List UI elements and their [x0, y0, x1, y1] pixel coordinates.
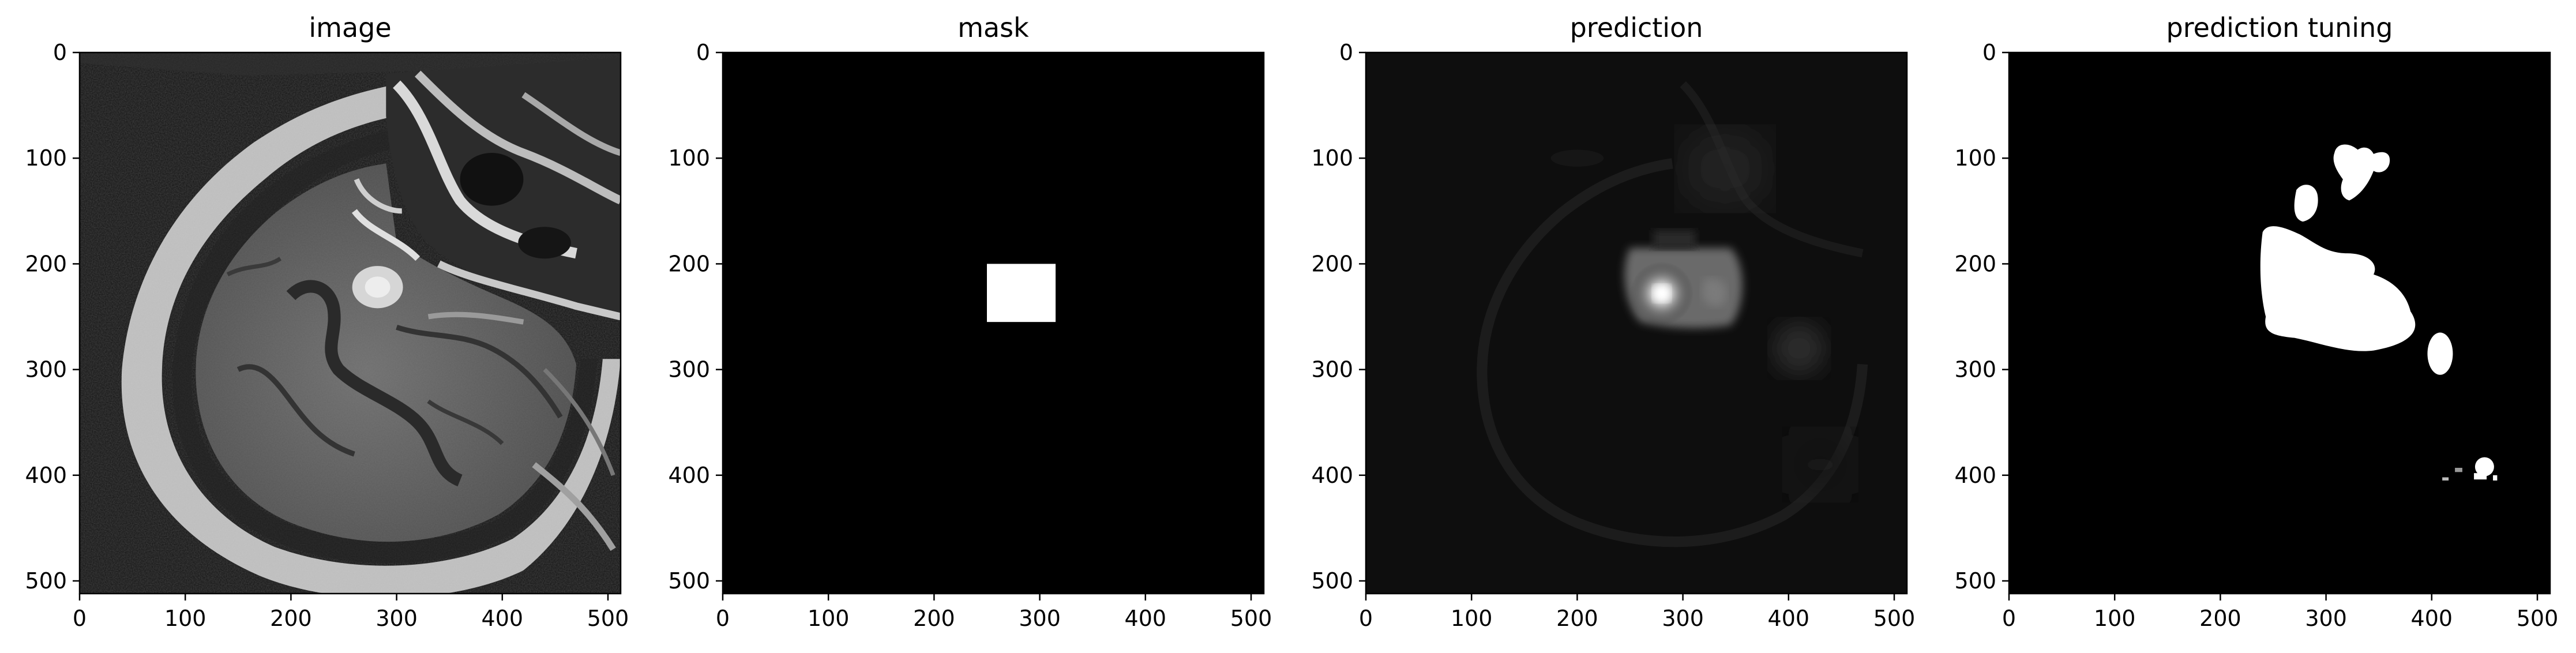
x-tick-label: 100	[1451, 606, 1493, 631]
y-tick-label: 400	[1311, 463, 1353, 488]
x-tick-label: 100	[164, 606, 206, 631]
prediction-tuning-area	[2009, 52, 2550, 594]
y-tick-label: 300	[1954, 357, 1996, 382]
title-mask: mask	[957, 12, 1029, 43]
x-tick-label: 500	[2517, 606, 2559, 631]
x-tick-label: 0	[2002, 606, 2016, 631]
x-tick-label: 500	[1873, 606, 1916, 631]
prediction-area	[1366, 52, 1907, 594]
y-tick-label: 500	[1311, 568, 1353, 594]
x-tick-label: 300	[375, 606, 418, 631]
y-tick-label: 0	[1982, 40, 1996, 65]
mask-regions	[987, 264, 1056, 322]
x-tick-label: 500	[587, 606, 629, 631]
x-tick-label: 400	[1768, 606, 1810, 631]
y-tick-label: 200	[1954, 251, 1996, 276]
y-tick-label: 0	[53, 40, 67, 65]
title-prediction-tuning: prediction tuning	[2166, 12, 2393, 43]
y-tick-label: 400	[1954, 463, 1996, 488]
x-tick-label: 300	[1662, 606, 1704, 631]
x-tick-label: 400	[1125, 606, 1167, 631]
mask-background	[723, 52, 1264, 594]
panel-prediction: prediction	[1366, 12, 1907, 594]
x-tick-label: 500	[1230, 606, 1272, 631]
y-tick-label: 100	[1311, 145, 1353, 171]
y-tick-label: 100	[1954, 145, 1996, 171]
y-tick-label: 100	[668, 145, 710, 171]
x-tick-label: 300	[2305, 606, 2347, 631]
x-tick-label: 200	[1556, 606, 1598, 631]
y-tick-label: 300	[668, 357, 710, 382]
image-area	[80, 52, 621, 598]
y-tick-label: 500	[668, 568, 710, 594]
y-tick-label: 300	[1311, 357, 1353, 382]
y-tick-label: 0	[696, 40, 710, 65]
title-prediction: prediction	[1570, 12, 1703, 43]
x-tick-label: 100	[2094, 606, 2136, 631]
panel-prediction-tuning: prediction tuning	[2009, 12, 2550, 594]
y-tick-label: 300	[25, 357, 67, 382]
panel-image: image	[80, 12, 621, 598]
x-tick-label: 0	[716, 606, 730, 631]
x-tick-label: 100	[808, 606, 850, 631]
x-tick-label: 200	[270, 606, 312, 631]
tuning-blob-right	[2427, 332, 2453, 374]
x-tick-label: 400	[2411, 606, 2453, 631]
x-tick-label: 0	[73, 606, 87, 631]
y-tick-label: 400	[668, 463, 710, 488]
y-tick-label: 500	[1954, 568, 1996, 594]
y-tick-label: 500	[25, 568, 67, 594]
x-tick-label: 200	[2199, 606, 2241, 631]
y-tick-label: 100	[25, 145, 67, 171]
y-tick-label: 200	[25, 251, 67, 276]
y-tick-label: 200	[1311, 251, 1353, 276]
x-tick-label: 200	[913, 606, 955, 631]
y-tick-label: 200	[668, 251, 710, 276]
y-tick-label: 0	[1339, 40, 1353, 65]
x-tick-label: 300	[1019, 606, 1061, 631]
title-image: image	[309, 12, 391, 43]
panel-mask: mask	[723, 12, 1264, 594]
y-tick-label: 400	[25, 463, 67, 488]
mask-rectangle	[987, 264, 1056, 322]
x-tick-label: 400	[482, 606, 524, 631]
x-tick-label: 0	[1359, 606, 1373, 631]
